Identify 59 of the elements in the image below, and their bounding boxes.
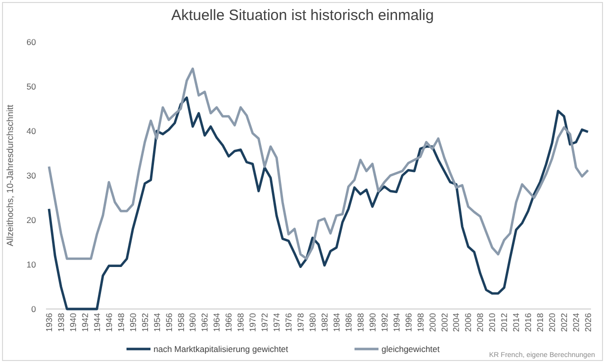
x-tick-label: 2016 xyxy=(523,312,534,332)
x-tick-label: 1968 xyxy=(236,312,246,332)
y-tick-label: 60 xyxy=(26,37,36,47)
line-series xyxy=(48,96,590,310)
x-tick-label: 1986 xyxy=(343,312,354,332)
x-tick-label: 2010 xyxy=(487,312,498,332)
x-tick-label: 2022 xyxy=(559,312,570,332)
x-tick-label: 1962 xyxy=(200,312,210,332)
x-tick-label: 1996 xyxy=(403,312,414,332)
x-tick-label: 1950 xyxy=(128,312,138,332)
x-tick-label: 2020 xyxy=(547,312,558,332)
x-tick-label: 1952 xyxy=(140,312,150,332)
x-tick-label: 2024 xyxy=(571,312,582,332)
x-tick-label: 2000 xyxy=(427,312,438,332)
x-tick-label: 2006 xyxy=(463,312,474,332)
y-tick-label: 30 xyxy=(26,170,36,180)
chart-title: Aktuelle Situation ist historisch einmalig xyxy=(171,7,434,24)
x-tick-label: 1994 xyxy=(391,312,402,332)
x-tick-label: 1974 xyxy=(272,312,282,332)
x-tick-label: 2004 xyxy=(451,312,462,332)
x-tick-label: 1938 xyxy=(56,312,66,332)
x-tick-label: 1978 xyxy=(296,312,306,332)
x-tick-label: 1948 xyxy=(116,312,126,332)
x-tick-label: 1972 xyxy=(260,312,270,332)
y-tick-label: 20 xyxy=(26,215,36,225)
x-tick-label: 1970 xyxy=(248,312,258,332)
legend-label: gleichgewichtet xyxy=(382,344,440,354)
y-tick-label: 40 xyxy=(26,126,36,136)
x-tick-label: 1954 xyxy=(152,312,162,332)
y-tick-label: 50 xyxy=(26,82,36,92)
legend-label: nach Marktkapitalisierung gewichtet xyxy=(154,344,289,354)
x-tick-label: 1936 xyxy=(44,312,54,332)
x-tick-label: 2018 xyxy=(535,312,546,332)
x-tick-label: 1946 xyxy=(104,312,114,332)
x-tick-label: 1940 xyxy=(68,312,78,332)
y-tick-label: 0 xyxy=(31,304,36,314)
y-tick-label: 10 xyxy=(26,260,36,270)
x-tick-label: 2026 xyxy=(583,312,594,332)
x-tick-label: 1990 xyxy=(367,312,378,332)
x-tick-label: 2014 xyxy=(511,312,522,332)
x-tick-label: 1942 xyxy=(80,312,90,332)
line-series xyxy=(48,68,590,260)
x-tick-label: 1998 xyxy=(415,312,426,332)
x-tick-label: 1976 xyxy=(284,312,294,332)
x-tick-label: 1966 xyxy=(224,312,234,332)
y-axis-title: Allzeithochs, 10-Jahresdurchschnitt xyxy=(5,104,15,246)
x-tick-label: 1984 xyxy=(331,312,342,332)
x-tick-label: 1944 xyxy=(92,312,102,332)
x-tick-label: 2008 xyxy=(475,312,486,332)
x-tick-label: 1980 xyxy=(308,312,318,332)
x-tick-label: 1982 xyxy=(319,312,330,332)
x-tick-label: 1958 xyxy=(176,312,186,332)
x-tick-label: 1992 xyxy=(379,312,390,332)
x-tick-label: 1956 xyxy=(164,312,174,332)
x-tick-label: 2002 xyxy=(439,312,450,332)
x-tick-label: 1960 xyxy=(188,312,198,332)
x-tick-label: 1964 xyxy=(212,312,222,332)
x-tick-label: 1988 xyxy=(355,312,366,332)
x-tick-label: 2012 xyxy=(499,312,510,332)
